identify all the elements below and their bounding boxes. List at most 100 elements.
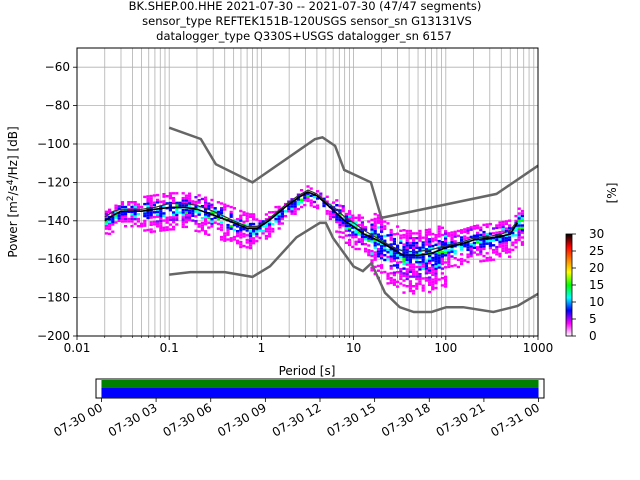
density-cell <box>156 225 160 228</box>
density-cell <box>130 205 134 209</box>
density-cell <box>383 225 387 228</box>
density-cell <box>415 244 419 247</box>
density-cell <box>248 239 252 242</box>
density-cell <box>152 194 156 197</box>
density-cell <box>402 284 406 287</box>
density-cell <box>424 250 428 253</box>
density-cell <box>479 250 483 253</box>
density-cell <box>248 230 252 233</box>
density-cell <box>184 199 188 202</box>
density-cell <box>274 210 278 214</box>
density-cell <box>447 232 451 235</box>
density-cell <box>405 277 409 281</box>
density-cell <box>159 212 163 215</box>
density-cell <box>485 242 489 245</box>
density-cell <box>133 217 137 221</box>
density-cell <box>380 271 384 274</box>
density-cell <box>159 200 163 203</box>
density-cell <box>405 256 409 259</box>
density-cell <box>220 223 224 227</box>
density-cell <box>498 255 502 258</box>
density-cell <box>405 246 409 249</box>
density-cell <box>392 237 396 241</box>
density-cell <box>133 201 137 204</box>
density-cell <box>504 239 508 242</box>
density-cell <box>268 230 272 233</box>
density-cell <box>271 211 275 214</box>
density-cell <box>418 237 422 240</box>
density-cell <box>229 239 233 242</box>
density-cell <box>389 231 393 234</box>
density-cell <box>412 273 416 276</box>
density-cell <box>485 223 489 226</box>
density-cell <box>364 235 368 239</box>
density-cell <box>434 255 438 258</box>
density-cell <box>504 227 508 230</box>
density-cell <box>156 201 160 204</box>
density-cell <box>348 214 352 218</box>
density-cell <box>434 270 438 273</box>
density-cell <box>408 256 412 259</box>
density-cell <box>386 275 390 278</box>
density-cell <box>402 279 406 282</box>
density-cell <box>514 241 518 244</box>
density-cell <box>428 278 432 282</box>
density-cell <box>360 242 364 246</box>
density-cell <box>408 265 412 269</box>
density-cell <box>338 218 342 222</box>
density-cell <box>444 285 448 288</box>
density-cell <box>405 237 409 240</box>
density-cell <box>437 230 441 233</box>
density-cell <box>120 217 124 221</box>
density-cell <box>207 233 211 236</box>
y-tick-label: −80 <box>45 99 70 113</box>
density-cell <box>245 219 249 223</box>
density-cell <box>165 219 169 222</box>
density-cell <box>514 238 518 242</box>
density-cell <box>293 203 297 206</box>
density-cell <box>184 211 188 214</box>
density-cell <box>322 202 326 205</box>
density-cell <box>488 246 492 250</box>
density-cell <box>146 212 150 215</box>
density-cell <box>399 260 403 264</box>
density-cell <box>501 247 505 250</box>
density-cell <box>136 213 140 216</box>
density-cell <box>242 213 246 216</box>
density-cell <box>434 272 438 275</box>
density-cell <box>204 230 208 233</box>
density-cell <box>204 196 208 199</box>
density-cell <box>348 234 352 237</box>
density-cell <box>389 228 393 232</box>
density-cell <box>191 209 195 213</box>
density-cell <box>197 199 201 202</box>
density-cell <box>306 199 310 203</box>
density-cell <box>344 241 348 244</box>
density-cell <box>146 200 150 203</box>
density-cell <box>239 219 243 222</box>
density-cell <box>152 203 156 207</box>
density-cell <box>114 214 118 217</box>
title-line-3: datalogger_type Q330S+USGS datalogger_sn… <box>156 29 452 43</box>
density-cell <box>444 282 448 286</box>
density-cell <box>204 232 208 235</box>
density-cell <box>408 244 412 247</box>
density-cell <box>130 225 134 228</box>
density-cell <box>498 223 502 227</box>
density-cell <box>168 218 172 221</box>
density-cell <box>408 258 412 261</box>
density-cell <box>146 197 150 200</box>
density-cell <box>376 214 380 217</box>
density-cell <box>389 267 393 270</box>
density-cell <box>421 246 425 249</box>
density-cell <box>421 289 425 292</box>
density-cell <box>149 221 153 224</box>
density-cell <box>108 232 112 235</box>
density-cell <box>421 248 425 251</box>
density-cell <box>440 277 444 280</box>
density-cell <box>469 245 473 248</box>
density-cell <box>264 218 268 221</box>
density-cell <box>364 226 368 229</box>
density-cell <box>498 240 502 243</box>
density-cell <box>508 238 512 242</box>
